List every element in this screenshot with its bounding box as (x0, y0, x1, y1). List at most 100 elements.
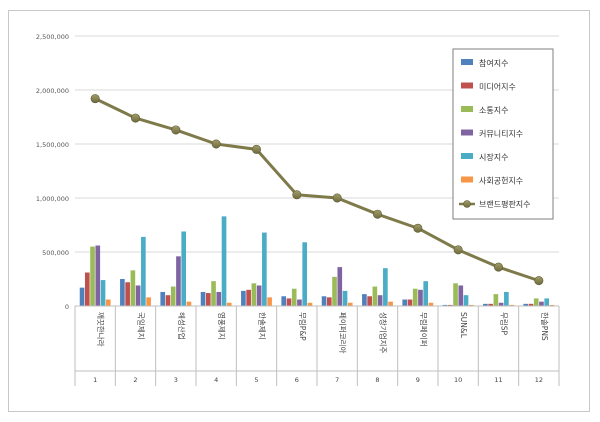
bar (343, 291, 348, 306)
line-point (252, 145, 260, 153)
bar (101, 280, 106, 306)
line-point (535, 276, 543, 284)
bar (534, 298, 539, 306)
x-axis: 깨끗한나라1국일제지2해성산업3영풍제지4한솔제지5무림P&P6페이퍼코리아7성… (75, 306, 559, 386)
bar (90, 247, 95, 306)
bar (262, 233, 267, 306)
bar (106, 300, 111, 306)
bar (373, 287, 378, 306)
category-number: 11 (494, 376, 502, 384)
category-label: SUN&L (459, 312, 468, 339)
bar (141, 237, 146, 306)
bar (418, 290, 423, 306)
y-axis: 0 500,000 1,000,000 1,500,000 2,000,000 2,500… (36, 33, 69, 311)
bar (246, 290, 251, 306)
legend-swatch (461, 83, 473, 89)
legend-label: 참여지수 (479, 58, 508, 68)
bar (378, 295, 383, 306)
legend-label: 사회공헌지수 (479, 177, 523, 186)
bar (402, 300, 407, 306)
y-tick-label: 2,000,000 (36, 87, 69, 95)
bar (292, 289, 297, 306)
category-label: 페이퍼코리아 (338, 312, 348, 353)
bar (252, 283, 257, 306)
bar (383, 268, 388, 306)
category-number: 1 (93, 376, 97, 384)
bar (181, 231, 186, 306)
bar (322, 296, 327, 306)
bar (423, 281, 428, 306)
bar (458, 285, 463, 306)
line-point (91, 94, 99, 102)
bar (302, 242, 307, 306)
category-number: 10 (454, 376, 462, 384)
bar (464, 295, 469, 306)
bar (125, 282, 130, 306)
y-tick-label: 0 (65, 303, 69, 311)
bar (362, 294, 367, 306)
line-point (131, 114, 139, 122)
bar (337, 267, 342, 306)
legend-label: 브랜드평판지수 (479, 199, 531, 209)
category-label: 깨끗한나라 (96, 312, 106, 347)
bar (544, 298, 549, 306)
bar (206, 293, 211, 306)
bar (187, 302, 192, 306)
bar (211, 281, 216, 306)
bar (160, 292, 165, 306)
bar (176, 256, 181, 306)
category-label: 영풍제지 (217, 312, 227, 340)
bar (539, 302, 544, 306)
bar (494, 294, 499, 306)
category-label: 무림P&P (298, 312, 307, 341)
category-number: 12 (535, 376, 543, 384)
bar (257, 285, 262, 306)
bar (332, 277, 337, 306)
legend-swatch (461, 177, 473, 183)
category-number: 9 (416, 376, 420, 384)
category-number: 4 (214, 376, 218, 384)
y-tick-label: 1,500,000 (36, 141, 69, 149)
bar (85, 273, 90, 306)
legend-label: 소통지수 (479, 106, 508, 115)
line-point (333, 194, 341, 202)
line-point (414, 224, 422, 232)
line-point (454, 246, 462, 254)
chart-frame: 0 500,000 1,000,000 1,500,000 2,000,000 2,500… (8, 10, 590, 412)
category-label: 한솔제지 (258, 312, 267, 340)
category-number: 6 (295, 376, 299, 384)
bar (267, 297, 272, 306)
brand-reputation-chart: 0 500,000 1,000,000 1,500,000 2,000,000 2,500… (9, 11, 589, 411)
bar (136, 285, 141, 306)
bar (80, 288, 85, 306)
legend-swatch (461, 59, 473, 65)
bar (222, 216, 227, 306)
line-point (293, 191, 301, 199)
bar (408, 300, 413, 306)
bar (388, 302, 393, 306)
legend-label: 시장지수 (479, 152, 508, 162)
bar (131, 270, 136, 306)
legend-swatch (461, 106, 473, 112)
category-label: 국일제지 (137, 312, 146, 340)
bar (281, 296, 286, 306)
legend-swatch (461, 153, 473, 159)
bar (327, 297, 332, 306)
category-label: 무림SP (500, 312, 509, 336)
legend-label: 커뮤니티지수 (479, 129, 523, 139)
y-tick-label: 500,000 (42, 249, 69, 257)
category-label: 해성산업 (177, 312, 187, 340)
bar (453, 283, 458, 306)
bar (297, 300, 302, 306)
legend-swatch (461, 130, 473, 136)
line-point (373, 210, 381, 218)
line-point (172, 126, 180, 134)
category-number: 8 (375, 376, 379, 384)
category-number: 2 (133, 376, 137, 384)
category-number: 3 (174, 376, 178, 384)
bar (504, 292, 509, 306)
bar (201, 292, 206, 306)
category-number: 7 (335, 376, 339, 384)
line-point (494, 263, 502, 271)
